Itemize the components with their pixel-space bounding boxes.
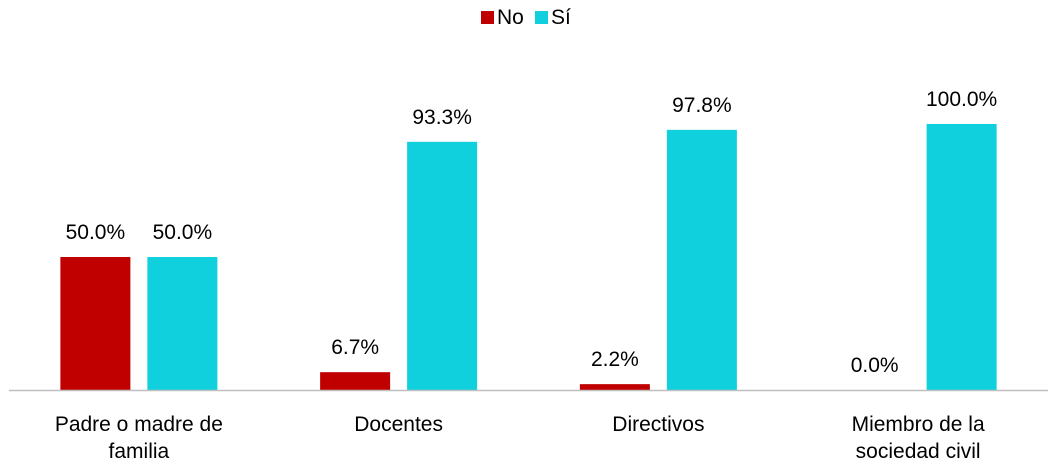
legend-label: No: [497, 6, 524, 29]
category-labels: Padre o madre de familia Docentes Directivo…: [55, 413, 985, 463]
category-tick-label: familia: [109, 440, 170, 463]
legend-swatch: [481, 11, 494, 24]
category-tick-label: Miembro de la: [852, 413, 985, 436]
data-label: 50.0%: [153, 221, 213, 244]
legend-swatch: [535, 11, 548, 24]
data-label: 50.0%: [66, 221, 126, 244]
category-tick-label: Docentes: [354, 413, 443, 436]
legend: No Sí: [481, 6, 571, 29]
bar-s-0: [147, 257, 218, 390]
category-tick-label: sociedad civil: [856, 440, 981, 463]
bars: [60, 124, 997, 391]
value-labels: 50.0% 50.0% 6.7% 93.3% 2.2% 97.8% 0.0% 100.0%: [66, 88, 998, 377]
data-label: 100.0%: [926, 88, 997, 111]
bar-no-2: [579, 384, 650, 390]
category-tick-label: Padre o madre de: [55, 413, 223, 436]
bar-no-1: [320, 372, 391, 390]
data-label: 93.3%: [412, 106, 472, 129]
bar-s-3: [926, 124, 997, 390]
bar-s-1: [407, 141, 478, 390]
bar-no-0: [60, 257, 131, 390]
data-label: 2.2%: [591, 348, 639, 371]
data-label: 97.8%: [672, 94, 732, 117]
bar-s-2: [666, 129, 737, 391]
legend-label: Sí: [551, 6, 571, 29]
data-label: 6.7%: [331, 336, 379, 359]
data-label: 0.0%: [851, 354, 899, 377]
category-tick-label: Directivos: [612, 413, 704, 436]
